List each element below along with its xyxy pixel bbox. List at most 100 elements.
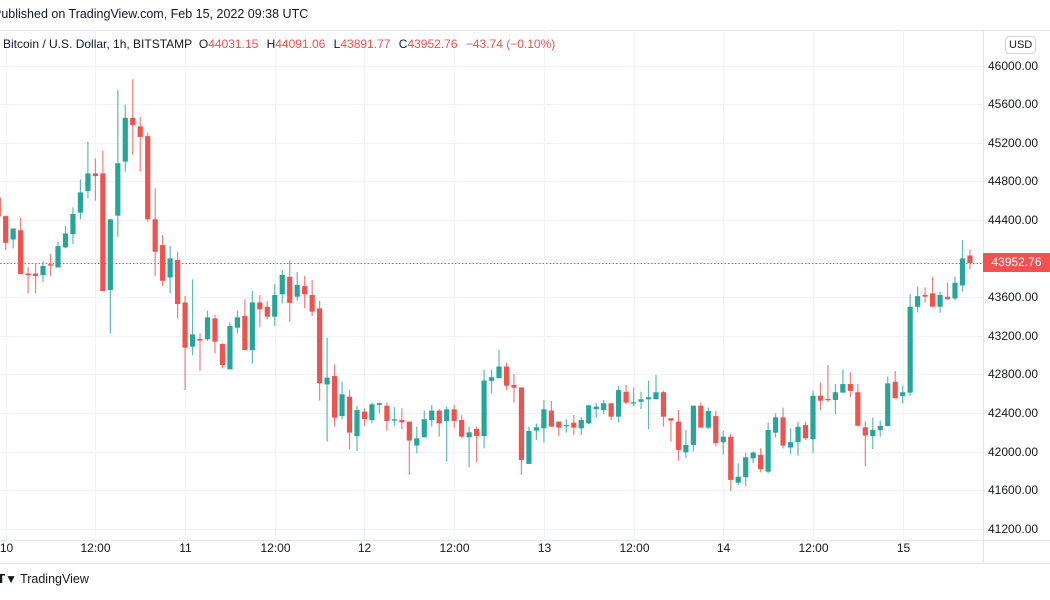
candle-body [160,245,166,281]
candle-down [92,158,98,201]
candle-body [929,293,936,307]
footer-divider [0,563,1050,564]
candle-down [571,414,577,435]
candle-body [959,258,966,286]
candle-body [802,425,809,439]
header-divider [0,30,1050,31]
candle-body [204,317,211,340]
candle-body [3,216,9,243]
candle-down [152,188,158,277]
candle-down [175,251,181,319]
candle-body [952,282,958,299]
candle-up [705,407,711,430]
candle-body [698,405,704,428]
candle-down [780,407,786,449]
candle-down [182,296,188,391]
candle-down [608,403,614,421]
price-tick-label: 45600.00 [988,96,1039,111]
candle-body [272,294,278,317]
candle-body [578,420,584,429]
candle-up [488,369,495,394]
candle-body [466,432,472,438]
candle-down [100,150,106,292]
candle-up [429,404,435,427]
candle-up [40,261,46,282]
currency-button[interactable]: USD [1005,36,1037,54]
candle-down [331,364,338,427]
candle-up [272,283,278,326]
candle-body [915,296,921,307]
candle-body [922,294,928,297]
price-tick-label: 43200.00 [988,328,1039,343]
candle-body [862,427,868,436]
candle-up [832,384,838,415]
candle-body [451,409,457,422]
candle-body [369,404,375,421]
candle-up [578,417,584,435]
candle-body [660,392,667,417]
candle-body [907,306,913,393]
symbol-name[interactable]: Bitcoin / U.S. Dollar, 1h, BITSTAMP [3,37,193,51]
candle-body [346,396,353,433]
candle-up [795,421,801,456]
candle-body [294,284,300,297]
candle-body [787,442,794,448]
candle-up [765,422,771,474]
candle-body [92,173,98,177]
candle-up [70,207,76,245]
time-tick-label: 12 [357,541,372,555]
candle-body [376,403,383,405]
candle-body [683,444,689,453]
candle-body [967,255,973,264]
high-label: H [266,37,276,51]
candle-body [18,230,24,275]
candle-body [10,228,16,240]
candle-body [384,405,390,422]
candle-body [735,476,741,483]
candle-body [601,403,607,411]
candle-up [227,322,233,370]
brand-name: TradingView [20,572,89,586]
candle-body [653,392,659,400]
candle-body [511,385,517,388]
time-tick-label: 12:00 [798,541,829,555]
candle-body [810,395,816,440]
candle-body [937,294,943,307]
candle-down [922,287,928,303]
candle-down [160,235,166,287]
price-tick-label: 42800.00 [988,366,1039,381]
price-tick-label: 45200.00 [988,135,1039,150]
candle-down [929,276,936,307]
candle-up [466,426,472,468]
candle-down [511,374,517,403]
candle-up [62,226,69,249]
candle-body [130,117,136,126]
candle-down [137,116,143,172]
candle-up [840,369,846,393]
candle-body [593,406,599,410]
price-tick-label: 43600.00 [988,289,1039,304]
candle-up [915,286,921,313]
candle-body [414,438,420,446]
candle-up [601,399,607,415]
candle-down [257,294,263,327]
candle-down [862,421,868,466]
candle-body [85,173,91,192]
tradingview-logo[interactable]: 𝗧▼ TradingView [0,572,89,586]
candle-body [287,276,293,303]
candle-body [391,419,397,421]
close-label: C [398,37,408,51]
candle-body [0,197,1,217]
candle-up [444,406,450,462]
price-change: −43.74 (−0.10%) [465,37,556,51]
candle-down [436,409,442,437]
candle-body [32,273,39,277]
time-tick-label: 12:00 [260,541,291,555]
candle-down [145,132,151,222]
candle-down [817,382,824,411]
candle-body [840,384,846,393]
candle-down [660,390,667,427]
time-tick-label: 12:00 [80,541,111,555]
candle-body [847,384,853,391]
